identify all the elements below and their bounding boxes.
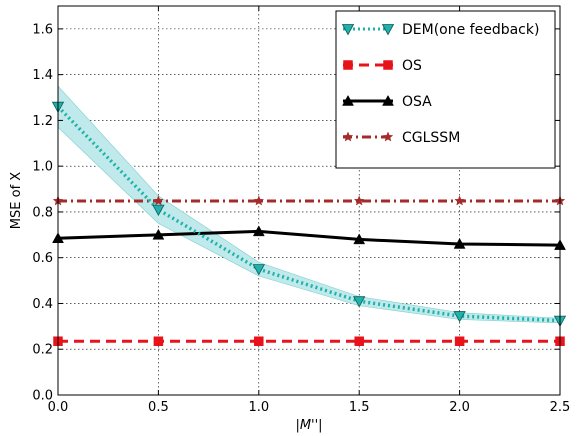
legend-label: CGLSSM — [402, 130, 460, 146]
data-point — [252, 225, 265, 237]
y-tick-label: 1.4 — [32, 68, 53, 83]
data-point — [453, 311, 466, 323]
data-point — [253, 195, 265, 206]
legend-label: OS — [402, 58, 422, 74]
data-point — [152, 204, 165, 216]
data-point — [252, 264, 265, 276]
x-tick-label: 0.5 — [148, 400, 169, 415]
y-tick-label: 0.8 — [32, 205, 53, 220]
x-tick-label: 1.5 — [349, 400, 370, 415]
y-tick-label: 1.2 — [32, 114, 53, 129]
axis-ticks: 0.0 0.5 1.0 1.5 2.0 2.5 0.0 0.2 0.4 0.6 0.8 1.0 1.2 1… — [32, 6, 570, 415]
legend-item: DEM(one feedback) — [341, 22, 539, 38]
plot-frame — [57, 5, 561, 396]
y-tick-label: 0.6 — [32, 251, 53, 266]
legend-marker — [342, 131, 354, 142]
legend-item: OS — [343, 58, 422, 74]
data-point — [353, 296, 366, 308]
data-point — [153, 195, 164, 206]
x-tick-label: 0.0 — [48, 400, 69, 415]
y-tick-label: 0.4 — [32, 297, 53, 312]
legend-marker — [382, 94, 394, 106]
series-osa — [52, 225, 566, 250]
legend-item: OSA — [342, 94, 432, 110]
series-cglssm — [52, 195, 566, 206]
legend: DEM(one feedback) OS OSA CGLSSM — [335, 10, 556, 169]
legend-marker — [381, 24, 395, 36]
y-tick-label: 1.0 — [32, 160, 53, 175]
legend-box — [335, 10, 556, 169]
x-tick-label: 1.0 — [248, 400, 269, 415]
y-axis-label: MSE of X — [9, 172, 24, 229]
data-point — [153, 336, 164, 346]
series-lines — [51, 101, 567, 346]
x-tick-label: 2.0 — [449, 400, 470, 415]
data-point — [354, 336, 364, 346]
data-point — [454, 195, 465, 206]
series-os — [53, 336, 565, 346]
series-line — [57, 229, 561, 247]
y-tick-label: 1.6 — [32, 22, 53, 37]
legend-marker — [383, 60, 393, 70]
data-point — [152, 228, 165, 240]
data-point — [454, 336, 465, 346]
data-point — [353, 195, 365, 206]
data-point — [254, 336, 264, 346]
legend-item: CGLSSM — [342, 130, 460, 146]
legend-marker — [342, 94, 354, 106]
x-axis-label: |M''| — [295, 418, 322, 433]
legend-label: OSA — [402, 94, 432, 110]
y-tick-label: 0.2 — [32, 343, 53, 358]
data-point — [453, 237, 466, 249]
legend-marker — [341, 24, 355, 36]
legend-marker — [382, 131, 394, 142]
data-point — [353, 233, 366, 245]
y-tick-label: 0.0 — [32, 389, 53, 404]
legend-marker — [343, 60, 353, 70]
legend-label: DEM(one feedback) — [402, 22, 539, 38]
x-tick-label: 2.5 — [550, 400, 571, 415]
